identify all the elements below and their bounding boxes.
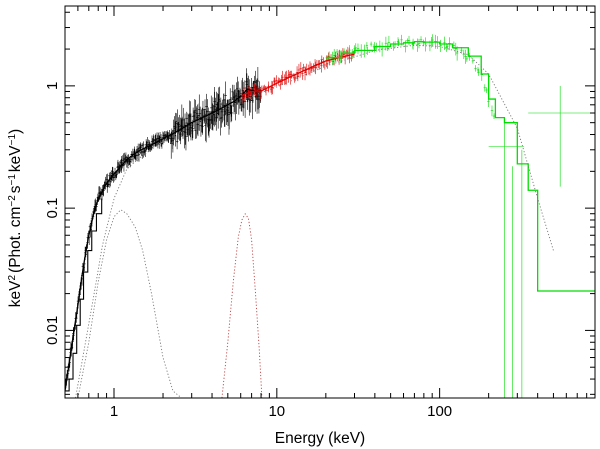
y-label-exp-3: −1	[7, 174, 18, 186]
x-tick-label: 10	[268, 403, 285, 420]
y-label-main: keV	[7, 280, 24, 307]
axis-tick-labels: 1 10 100 0.01 0.1 1	[44, 82, 452, 420]
y-label-exp-4: −1	[7, 134, 18, 146]
series-iron-line-component	[221, 213, 263, 398]
x-axis-title: Energy (keV)	[275, 430, 365, 447]
y-tick-label: 1	[44, 82, 61, 90]
x-tick-label: 100	[427, 403, 452, 420]
low-energy-step-model	[65, 198, 103, 392]
series-mid-energy-model	[240, 53, 355, 97]
y-label-exp-1: 2	[7, 275, 18, 281]
y-label-mid: s	[7, 185, 24, 193]
y-label-tail: keV	[7, 145, 24, 172]
chart-data-points	[65, 34, 591, 398]
axis-ticks	[64, 6, 596, 398]
y-tick-label: 0.01	[44, 316, 61, 345]
series-high-energy-model	[325, 40, 595, 292]
chart-curves	[65, 40, 595, 398]
y-label-unit: (Phot. cm	[7, 207, 24, 273]
y-tick-label: 0.1	[44, 198, 61, 219]
y-label-close: )	[7, 129, 24, 134]
series-continuum-component	[75, 44, 554, 398]
y-label-exp-2: −2	[7, 195, 18, 207]
series-low-energy-model	[65, 88, 262, 392]
x-tick-label: 1	[110, 403, 118, 420]
plot-frame	[64, 5, 596, 399]
series-low-energy-line-component	[77, 209, 182, 398]
y-axis-title: keV2(Phot. cm−2s−1keV−1)	[7, 129, 24, 307]
